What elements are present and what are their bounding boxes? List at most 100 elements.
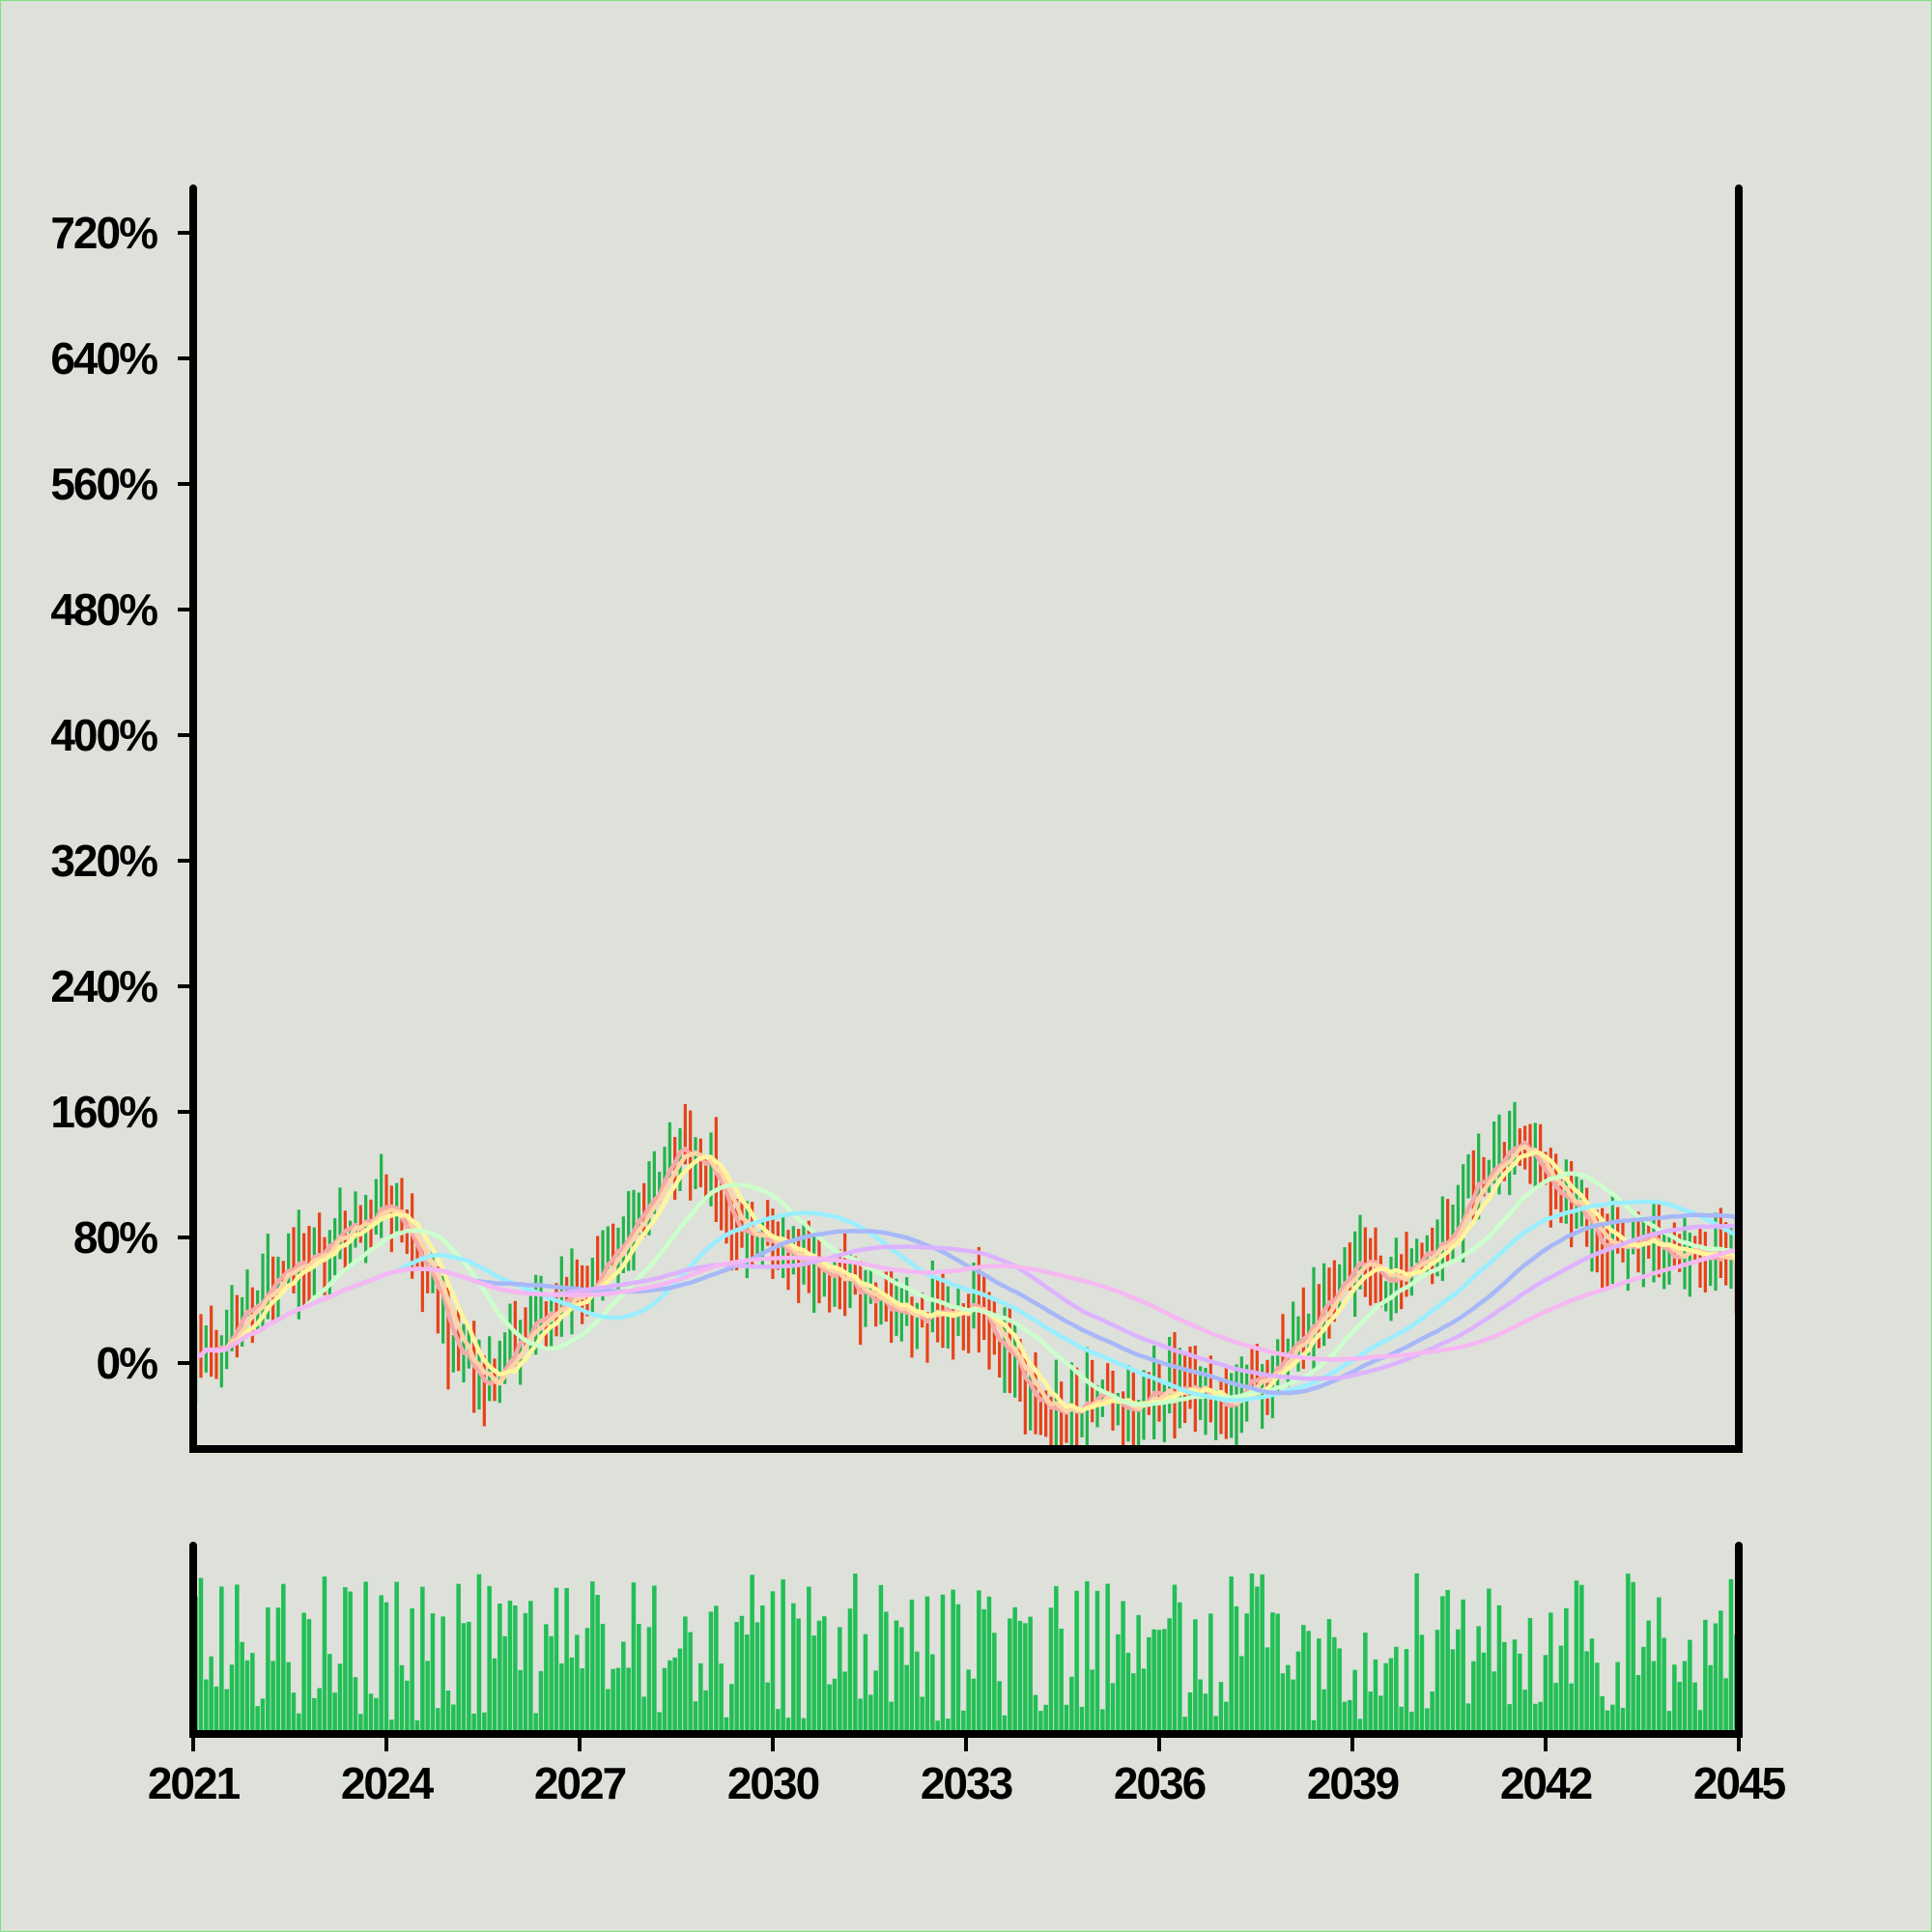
- volume-bar: [1651, 1661, 1657, 1734]
- volume-bar: [1131, 1673, 1136, 1734]
- volume-bar: [626, 1667, 631, 1734]
- y-tick-label: 0%: [97, 1338, 158, 1388]
- volume-bar: [1069, 1676, 1074, 1734]
- volume-bar: [1677, 1682, 1682, 1734]
- volume-bar: [1635, 1675, 1641, 1734]
- volume-bar: [1620, 1707, 1626, 1734]
- volume-bar: [1461, 1599, 1465, 1734]
- volume-bar: [255, 1706, 260, 1734]
- volume-bar: [1425, 1708, 1430, 1734]
- volume-bar: [1414, 1573, 1419, 1734]
- volume-bar: [1492, 1671, 1496, 1734]
- y-tick-label: 640%: [50, 333, 157, 384]
- volume-bar: [549, 1635, 554, 1734]
- volume-bar: [1579, 1584, 1584, 1734]
- volume-bar: [523, 1612, 528, 1734]
- volume-bar: [734, 1622, 739, 1734]
- volume-bar: [816, 1620, 822, 1734]
- volume-bar: [992, 1633, 997, 1734]
- volume-bar: [1178, 1602, 1182, 1734]
- volume-bar: [961, 1710, 966, 1734]
- volume-bar: [935, 1720, 940, 1734]
- volume-bar: [1275, 1613, 1280, 1734]
- moving-average-line: [193, 1171, 1739, 1407]
- volume-bar: [467, 1621, 471, 1734]
- volume-bar: [1626, 1573, 1631, 1734]
- volume-bar: [286, 1662, 291, 1734]
- volume-bar: [842, 1671, 847, 1734]
- x-tick-label: 2042: [1500, 1758, 1592, 1808]
- volume-bar: [760, 1605, 765, 1734]
- volume-bar: [1502, 1641, 1507, 1734]
- volume-bar: [1357, 1719, 1363, 1734]
- volume-bar: [250, 1653, 255, 1734]
- volume-bar: [724, 1717, 729, 1734]
- volume-bar: [1697, 1710, 1703, 1734]
- volume-bar: [580, 1668, 584, 1734]
- volume-bar: [1512, 1639, 1518, 1734]
- y-tick-label: 560%: [50, 459, 157, 509]
- volume-bar: [410, 1608, 414, 1734]
- volume-bar: [1719, 1610, 1723, 1734]
- volume-axis-frame: [189, 1542, 1743, 1738]
- volume-bar: [1471, 1661, 1476, 1734]
- volume-bar: [1373, 1659, 1378, 1734]
- volume-bar: [1043, 1704, 1048, 1734]
- volume-bar: [1584, 1651, 1589, 1734]
- moving-average-line: [193, 1150, 1739, 1413]
- volume-bar: [1311, 1719, 1317, 1734]
- volume-bar: [590, 1581, 595, 1734]
- volume-bar: [1074, 1590, 1079, 1734]
- volume-bar: [1430, 1691, 1435, 1734]
- volume-bar: [281, 1583, 286, 1734]
- volume-bar: [595, 1595, 600, 1734]
- volume-bar: [219, 1586, 224, 1734]
- volume-bar: [533, 1713, 538, 1734]
- volume-bar: [1317, 1638, 1321, 1734]
- volume-bar: [332, 1692, 337, 1734]
- volume-bar: [1496, 1605, 1502, 1734]
- volume-bar: [904, 1664, 909, 1734]
- volume-bar: [1615, 1662, 1620, 1734]
- volume-bar: [204, 1679, 209, 1734]
- volume-bar: [1363, 1633, 1368, 1734]
- x-tick-label: 2024: [341, 1758, 435, 1808]
- volume-bar: [1383, 1662, 1388, 1734]
- volume-bar: [1033, 1694, 1038, 1734]
- volume-bar: [1321, 1689, 1326, 1734]
- volume-bar: [1141, 1668, 1147, 1734]
- volume-bar: [306, 1619, 312, 1734]
- volume-bar: [1646, 1620, 1651, 1734]
- volume-bar: [863, 1634, 868, 1734]
- y-tick-label: 160%: [50, 1087, 157, 1137]
- volume-bar: [224, 1689, 229, 1734]
- volume-bar: [1151, 1629, 1156, 1734]
- volume-bar: [1028, 1616, 1033, 1734]
- volume-bar: [1270, 1612, 1275, 1734]
- volume-bar: [719, 1663, 724, 1734]
- volume-bar: [1017, 1620, 1023, 1734]
- volume-bar: [1182, 1717, 1187, 1734]
- volume-bar: [507, 1601, 513, 1734]
- volume-bar: [1121, 1601, 1125, 1734]
- volume-bar: [657, 1712, 662, 1734]
- volume-bar: [1610, 1704, 1615, 1734]
- volume-bar: [1038, 1711, 1043, 1734]
- volume-bar: [1558, 1645, 1564, 1734]
- volume-bar: [1208, 1613, 1213, 1734]
- volume-bar: [379, 1595, 384, 1734]
- axes: [189, 185, 1743, 1738]
- volume-bar: [1002, 1715, 1008, 1734]
- volume-bar: [1569, 1683, 1574, 1734]
- volume-bar: [1110, 1683, 1116, 1734]
- volume-bar: [873, 1670, 878, 1734]
- volume-bar: [672, 1657, 677, 1734]
- volume-bar: [1187, 1692, 1193, 1734]
- volume-bar: [662, 1667, 668, 1734]
- volume-bar: [487, 1585, 492, 1734]
- volume-bar: [209, 1656, 213, 1734]
- volume-bar: [1008, 1618, 1012, 1734]
- volume-bar: [940, 1594, 946, 1734]
- volume-bar: [1342, 1701, 1348, 1734]
- volume-bar: [275, 1607, 281, 1734]
